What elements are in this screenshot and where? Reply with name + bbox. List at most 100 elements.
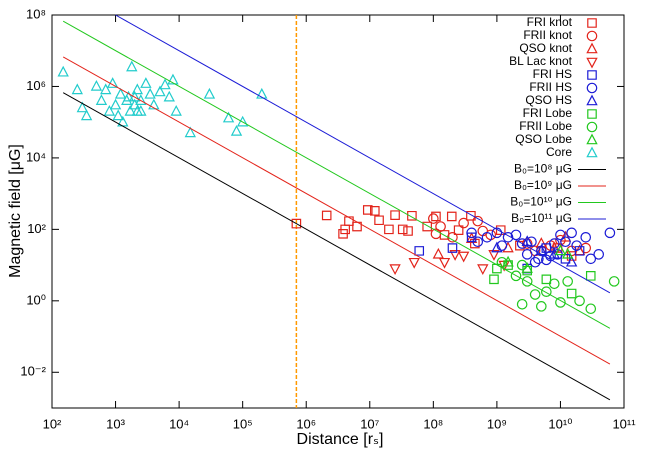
point — [548, 238, 560, 249]
point — [521, 249, 533, 260]
point — [203, 87, 216, 99]
legend-swatch — [586, 82, 598, 94]
legend-label: QSO HS — [525, 93, 572, 107]
point — [585, 253, 597, 265]
point — [159, 78, 171, 90]
point — [432, 247, 445, 259]
point — [585, 271, 596, 281]
legend-label: FRI HS — [533, 67, 572, 81]
point — [184, 126, 196, 138]
point — [477, 264, 489, 276]
point — [541, 286, 552, 297]
point — [496, 240, 508, 251]
point — [90, 79, 103, 91]
point — [344, 216, 354, 226]
reference-line — [62, 56, 611, 365]
point — [529, 257, 541, 268]
point — [126, 60, 138, 72]
point — [397, 224, 408, 235]
point — [545, 250, 556, 262]
point — [135, 94, 147, 105]
legend-label: FRII knot — [523, 28, 572, 42]
x-tick-label: 10⁴ — [169, 416, 189, 431]
y-tick-label: 10² — [27, 221, 46, 236]
point — [489, 274, 499, 285]
point — [516, 259, 528, 271]
point — [457, 251, 470, 263]
x-tick-label: 10⁸ — [423, 416, 443, 431]
point — [541, 243, 552, 253]
point — [521, 276, 533, 287]
legend-swatch — [587, 18, 597, 28]
point — [585, 303, 597, 314]
legend-swatch — [586, 94, 598, 106]
point — [529, 289, 541, 300]
point — [535, 237, 548, 248]
point — [446, 211, 457, 222]
point — [521, 235, 533, 247]
legend-swatch — [587, 70, 597, 80]
point — [472, 215, 484, 227]
point — [370, 206, 380, 216]
point — [561, 247, 574, 259]
point — [95, 94, 108, 105]
point — [604, 227, 616, 239]
legend-label: B₀=10⁹ μG — [514, 178, 572, 192]
x-axis-label: Distance [rₛ] — [297, 431, 384, 448]
point — [430, 228, 442, 240]
point — [114, 87, 127, 99]
point — [492, 263, 502, 274]
point — [109, 98, 122, 110]
point — [466, 232, 477, 243]
point — [502, 255, 514, 267]
point — [124, 104, 136, 116]
point — [566, 251, 577, 261]
point — [408, 257, 420, 269]
point — [403, 226, 413, 236]
point — [222, 111, 235, 123]
plot-frame — [51, 14, 625, 409]
x-tick-label: 10⁷ — [360, 416, 379, 431]
point — [236, 115, 249, 127]
point — [555, 229, 566, 241]
point — [122, 90, 135, 102]
x-tick-label: 10³ — [106, 416, 125, 431]
point — [362, 205, 373, 215]
point — [533, 253, 544, 265]
legend-label: Core — [546, 145, 572, 159]
y-tick-label: 10⁻² — [20, 364, 46, 379]
point — [384, 224, 394, 235]
legend-swatch — [586, 121, 598, 133]
point — [566, 227, 577, 239]
point — [466, 210, 476, 221]
point — [230, 124, 243, 136]
x-tick-label: 10⁶ — [296, 416, 316, 431]
point — [458, 217, 469, 229]
point — [131, 83, 144, 95]
point — [435, 221, 446, 232]
point — [560, 254, 571, 264]
reference-line — [115, 14, 611, 294]
legend-label: B₀=10⁸ μG — [514, 162, 572, 176]
point — [548, 278, 560, 290]
point — [71, 83, 83, 95]
point — [338, 229, 348, 239]
point — [521, 262, 533, 273]
point — [580, 232, 592, 243]
point — [390, 210, 400, 220]
legend-label: FRII Lobe — [519, 119, 572, 133]
point — [481, 232, 493, 243]
legend-label: BL Lac knot — [509, 54, 573, 68]
point — [100, 83, 112, 95]
y-tick-label: 10⁸ — [26, 6, 46, 21]
reference-line — [62, 20, 611, 329]
legend-swatch — [586, 146, 598, 158]
point — [112, 109, 124, 121]
point — [428, 213, 439, 224]
point — [291, 218, 302, 229]
point — [321, 210, 332, 221]
point — [565, 255, 578, 267]
x-tick-label: 10¹¹ — [612, 416, 636, 431]
legend-label: QSO knot — [519, 41, 572, 55]
point — [491, 227, 503, 239]
